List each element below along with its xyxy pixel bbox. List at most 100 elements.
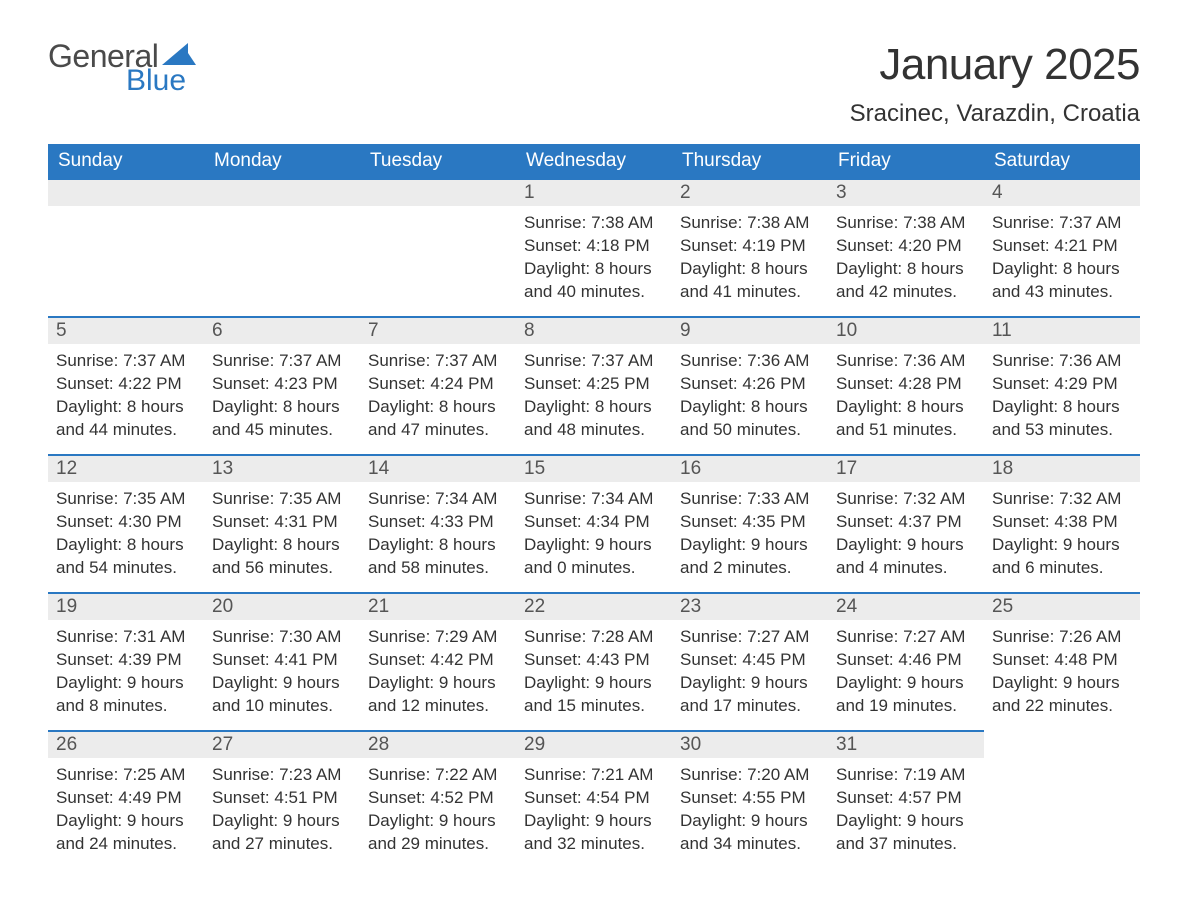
calendar-week-row: 26Sunrise: 7:25 AMSunset: 4:49 PMDayligh… [48, 730, 1140, 864]
empty-day-header [204, 178, 360, 206]
day-details: Sunrise: 7:27 AMSunset: 4:46 PMDaylight:… [828, 620, 984, 726]
day-sunset-line: Sunset: 4:55 PM [680, 787, 820, 810]
day-sunrise-line: Sunrise: 7:32 AM [992, 488, 1132, 511]
day-details: Sunrise: 7:33 AMSunset: 4:35 PMDaylight:… [672, 482, 828, 588]
weekday-header-row: Sunday Monday Tuesday Wednesday Thursday… [48, 144, 1140, 178]
day-day1-line: Daylight: 9 hours [992, 672, 1132, 695]
day-day1-line: Daylight: 9 hours [212, 672, 352, 695]
day-number: 20 [204, 592, 360, 620]
calendar-cell: 5Sunrise: 7:37 AMSunset: 4:22 PMDaylight… [48, 316, 204, 454]
day-details: Sunrise: 7:29 AMSunset: 4:42 PMDaylight:… [360, 620, 516, 726]
day-number: 10 [828, 316, 984, 344]
day-day2-line: and 40 minutes. [524, 281, 664, 304]
day-sunset-line: Sunset: 4:51 PM [212, 787, 352, 810]
day-number: 25 [984, 592, 1140, 620]
day-day1-line: Daylight: 9 hours [680, 672, 820, 695]
day-number: 15 [516, 454, 672, 482]
day-number: 29 [516, 730, 672, 758]
calendar-cell: 14Sunrise: 7:34 AMSunset: 4:33 PMDayligh… [360, 454, 516, 592]
day-sunset-line: Sunset: 4:31 PM [212, 511, 352, 534]
day-number: 8 [516, 316, 672, 344]
day-number: 12 [48, 454, 204, 482]
day-number: 5 [48, 316, 204, 344]
day-sunrise-line: Sunrise: 7:37 AM [212, 350, 352, 373]
day-number: 2 [672, 178, 828, 206]
calendar-cell: 15Sunrise: 7:34 AMSunset: 4:34 PMDayligh… [516, 454, 672, 592]
day-number: 27 [204, 730, 360, 758]
calendar-cell: 17Sunrise: 7:32 AMSunset: 4:37 PMDayligh… [828, 454, 984, 592]
calendar-cell: 20Sunrise: 7:30 AMSunset: 4:41 PMDayligh… [204, 592, 360, 730]
day-day2-line: and 44 minutes. [56, 419, 196, 442]
day-day1-line: Daylight: 9 hours [680, 810, 820, 833]
day-sunrise-line: Sunrise: 7:35 AM [56, 488, 196, 511]
calendar-cell: 29Sunrise: 7:21 AMSunset: 4:54 PMDayligh… [516, 730, 672, 864]
day-sunset-line: Sunset: 4:19 PM [680, 235, 820, 258]
day-sunrise-line: Sunrise: 7:37 AM [992, 212, 1132, 235]
day-details: Sunrise: 7:37 AMSunset: 4:24 PMDaylight:… [360, 344, 516, 450]
day-sunrise-line: Sunrise: 7:25 AM [56, 764, 196, 787]
day-details: Sunrise: 7:34 AMSunset: 4:34 PMDaylight:… [516, 482, 672, 588]
day-day1-line: Daylight: 8 hours [992, 258, 1132, 281]
day-sunrise-line: Sunrise: 7:37 AM [56, 350, 196, 373]
calendar-cell: 26Sunrise: 7:25 AMSunset: 4:49 PMDayligh… [48, 730, 204, 864]
month-title: January 2025 [850, 40, 1140, 90]
day-day2-line: and 43 minutes. [992, 281, 1132, 304]
day-day1-line: Daylight: 8 hours [524, 396, 664, 419]
calendar-cell: 16Sunrise: 7:33 AMSunset: 4:35 PMDayligh… [672, 454, 828, 592]
day-sunrise-line: Sunrise: 7:37 AM [368, 350, 508, 373]
day-day2-line: and 54 minutes. [56, 557, 196, 580]
day-details: Sunrise: 7:30 AMSunset: 4:41 PMDaylight:… [204, 620, 360, 726]
day-sunrise-line: Sunrise: 7:31 AM [56, 626, 196, 649]
day-day2-line: and 4 minutes. [836, 557, 976, 580]
empty-day-header [48, 178, 204, 206]
day-details: Sunrise: 7:26 AMSunset: 4:48 PMDaylight:… [984, 620, 1140, 726]
day-sunrise-line: Sunrise: 7:28 AM [524, 626, 664, 649]
day-sunset-line: Sunset: 4:30 PM [56, 511, 196, 534]
empty-day-header [360, 178, 516, 206]
day-day2-line: and 10 minutes. [212, 695, 352, 718]
day-day2-line: and 15 minutes. [524, 695, 664, 718]
calendar-cell: 24Sunrise: 7:27 AMSunset: 4:46 PMDayligh… [828, 592, 984, 730]
day-sunrise-line: Sunrise: 7:19 AM [836, 764, 976, 787]
day-sunset-line: Sunset: 4:46 PM [836, 649, 976, 672]
day-sunrise-line: Sunrise: 7:27 AM [836, 626, 976, 649]
day-details: Sunrise: 7:25 AMSunset: 4:49 PMDaylight:… [48, 758, 204, 864]
day-sunrise-line: Sunrise: 7:32 AM [836, 488, 976, 511]
day-details: Sunrise: 7:28 AMSunset: 4:43 PMDaylight:… [516, 620, 672, 726]
day-day2-line: and 51 minutes. [836, 419, 976, 442]
day-details: Sunrise: 7:37 AMSunset: 4:22 PMDaylight:… [48, 344, 204, 450]
day-details: Sunrise: 7:32 AMSunset: 4:38 PMDaylight:… [984, 482, 1140, 588]
day-sunset-line: Sunset: 4:37 PM [836, 511, 976, 534]
calendar-cell: 12Sunrise: 7:35 AMSunset: 4:30 PMDayligh… [48, 454, 204, 592]
day-day1-line: Daylight: 8 hours [212, 534, 352, 557]
day-details: Sunrise: 7:36 AMSunset: 4:26 PMDaylight:… [672, 344, 828, 450]
weekday-header: Monday [204, 144, 360, 178]
day-sunrise-line: Sunrise: 7:35 AM [212, 488, 352, 511]
day-day2-line: and 53 minutes. [992, 419, 1132, 442]
day-day1-line: Daylight: 9 hours [56, 810, 196, 833]
day-sunset-line: Sunset: 4:41 PM [212, 649, 352, 672]
day-details: Sunrise: 7:34 AMSunset: 4:33 PMDaylight:… [360, 482, 516, 588]
day-day2-line: and 32 minutes. [524, 833, 664, 856]
calendar-cell: 10Sunrise: 7:36 AMSunset: 4:28 PMDayligh… [828, 316, 984, 454]
day-day2-line: and 8 minutes. [56, 695, 196, 718]
day-number: 1 [516, 178, 672, 206]
calendar-cell: 19Sunrise: 7:31 AMSunset: 4:39 PMDayligh… [48, 592, 204, 730]
day-sunset-line: Sunset: 4:34 PM [524, 511, 664, 534]
day-sunset-line: Sunset: 4:43 PM [524, 649, 664, 672]
day-day2-line: and 45 minutes. [212, 419, 352, 442]
title-block: January 2025 Sracinec, Varazdin, Croatia [850, 40, 1140, 138]
day-sunrise-line: Sunrise: 7:36 AM [992, 350, 1132, 373]
weekday-header: Saturday [984, 144, 1140, 178]
day-details: Sunrise: 7:37 AMSunset: 4:23 PMDaylight:… [204, 344, 360, 450]
location-subtitle: Sracinec, Varazdin, Croatia [850, 100, 1140, 128]
day-number: 14 [360, 454, 516, 482]
day-sunset-line: Sunset: 4:23 PM [212, 373, 352, 396]
day-sunrise-line: Sunrise: 7:36 AM [680, 350, 820, 373]
day-sunrise-line: Sunrise: 7:34 AM [524, 488, 664, 511]
day-sunset-line: Sunset: 4:22 PM [56, 373, 196, 396]
weekday-header: Tuesday [360, 144, 516, 178]
day-sunset-line: Sunset: 4:28 PM [836, 373, 976, 396]
calendar-cell: 23Sunrise: 7:27 AMSunset: 4:45 PMDayligh… [672, 592, 828, 730]
day-day2-line: and 37 minutes. [836, 833, 976, 856]
